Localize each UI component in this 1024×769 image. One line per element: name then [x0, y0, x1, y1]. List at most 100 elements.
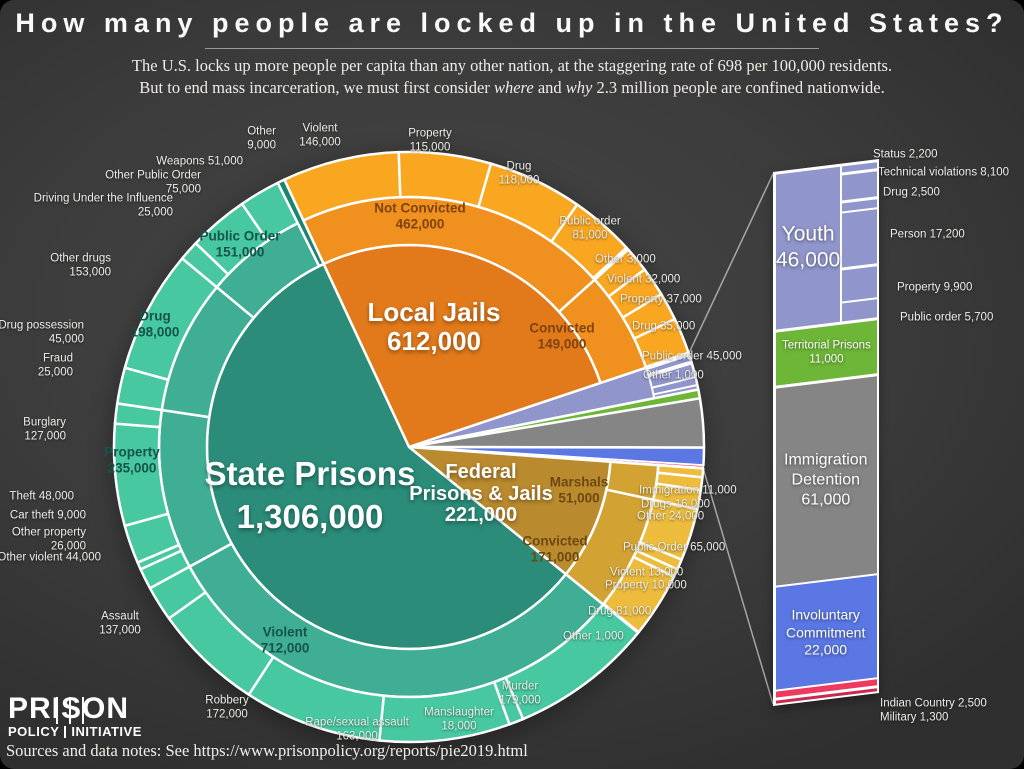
sidebar-label-line: Immigration — [784, 451, 868, 469]
label-line: 153,000 — [69, 266, 111, 278]
pie-label-federal: Federal Prisons & Jails 221,000 — [409, 461, 553, 527]
label-line: Driving Under the Influence — [33, 192, 173, 205]
pie-label-public-order-5-700: Public order 5,700 — [900, 311, 993, 325]
pie-label-fraud: Fraud 25,000 — [38, 353, 73, 380]
subtitle-line1: The U.S. locks up more people per capita… — [131, 56, 893, 75]
pie-label-public-order-45-000: Public order 45,000 — [642, 350, 742, 364]
sidebar-label-line: Involuntary — [791, 606, 861, 623]
pie-label-public-order-65-000: Public Order 65,000 — [623, 541, 725, 555]
sidebar-label-line: 61,000 — [801, 491, 851, 509]
pie-label-driving-under-the-influence: Driving Under the Influence 25,000 — [34, 193, 173, 220]
pie-label-property: Property 235,000 — [104, 445, 160, 476]
label-line: Public Order 65,000 — [623, 541, 726, 554]
label-line: Other 3,000 — [595, 253, 656, 266]
label-line: Drug 2,500 — [883, 186, 940, 199]
label-line: Other property — [11, 526, 86, 539]
sources-url[interactable]: https://www.prisonpolicy.org/reports/pie… — [193, 741, 528, 760]
label-line: 137,000 — [99, 624, 141, 636]
label-line: Not Convicted — [374, 200, 466, 216]
sidebar-label-youth: Youth 46,000 — [776, 222, 840, 275]
sidebar-label-territorial-prisons: Territorial Prisons 11,000 — [782, 339, 871, 368]
label-line: 9,000 — [247, 139, 276, 151]
label-line: Marshals — [549, 474, 609, 490]
sidebar-youth-subblock — [842, 209, 877, 268]
pie-label-other-1-000: Other 1,000 — [643, 369, 704, 383]
label-line: Public order 5,700 — [900, 311, 994, 324]
label-line: 179,000 — [499, 694, 541, 706]
label-line: Indian Country 2,500 — [880, 697, 987, 710]
label-line: Status 2,200 — [873, 148, 938, 161]
pie-label-indian-country-2-500: Indian Country 2,500 — [880, 697, 987, 711]
pie-label-drug-possession: Drug possession 45,000 — [0, 320, 84, 347]
label-line: Other 24,000 — [637, 510, 705, 523]
pie-label-other-public-order: Other Public Order 75,000 — [105, 170, 201, 197]
label-line: 235,000 — [107, 460, 157, 475]
label-line: Fraud — [42, 352, 73, 365]
pie-label-not-convicted: Not Convicted 462,000 — [374, 201, 466, 232]
label-line: Public order 45,000 — [642, 350, 742, 363]
sidebar-youth-main-block: Youth 46,000 — [775, 166, 840, 330]
label-line: 198,000 — [130, 324, 180, 339]
label-line: 712,000 — [260, 640, 310, 655]
label-line: State Prisons — [204, 455, 416, 492]
label-line: Robbery — [205, 694, 249, 707]
label-line: 127,000 — [24, 430, 66, 442]
pie-label-military-1-300: Military 1,300 — [880, 711, 948, 725]
pie-label-other-24-000: Other 24,000 — [637, 510, 704, 524]
sidebar-label-involuntary-commitment: Involuntary Commitment 22,000 — [786, 606, 865, 659]
sidebar-label-line: Commitment — [786, 623, 866, 640]
label-line: 25,000 — [37, 366, 73, 378]
pie-label-manslaughter: Manslaughter 18,000 — [424, 707, 494, 734]
pie-label-violent: Violent 712,000 — [261, 625, 310, 656]
pie-label-burglary: Burglary 127,000 — [23, 417, 66, 444]
label-line: Property — [104, 444, 160, 460]
label-line: 146,000 — [299, 136, 341, 148]
label-line: Prisons & Jails — [409, 482, 553, 505]
sidebar-youth-subcolumn — [842, 161, 877, 322]
label-line: Drug possession — [0, 319, 84, 332]
label-line: 163,000 — [336, 730, 378, 742]
label-line: Public Order — [199, 228, 281, 244]
label-line: Technical violations 8,100 — [878, 166, 1010, 179]
label-line: Person 17,200 — [890, 228, 965, 241]
label-line: 171,000 — [530, 549, 580, 564]
label-line: Property 10,000 — [605, 579, 687, 592]
sidebar-label-line: Detention — [791, 471, 861, 489]
pie-label-violent-32-000: Violent 32,000 — [607, 273, 680, 287]
small-populations-bar: Youth 46,000 Territorial Prisons 11,000 Immi… — [773, 158, 879, 706]
pie-label-other-3-000: Other 3,000 — [595, 253, 656, 267]
label-line: Other 1,000 — [643, 369, 704, 382]
pie-label-property-10-000: Property 10,000 — [605, 579, 687, 593]
sidebar-section-youth: Youth 46,000 — [775, 161, 877, 330]
pie-label-theft-48-000: Theft 48,000 — [9, 490, 74, 504]
pie-label-status-2-200: Status 2,200 — [873, 148, 938, 162]
label-line: Drugs 16,000 — [641, 498, 711, 511]
sidebar-label-immigration-detention: Immigration Detention 61,000 — [784, 451, 868, 511]
label-line: Violent 13,000 — [610, 566, 684, 579]
label-line: 81,000 — [572, 229, 608, 241]
logo-word-prison: PRISON — [8, 694, 142, 724]
label-line: Local Jails — [367, 297, 501, 327]
label-line: Theft 48,000 — [9, 490, 74, 503]
label-line: 51,000 — [558, 490, 600, 505]
label-line: Drug — [506, 160, 532, 173]
sidebar-label-line: Territorial Prisons — [781, 339, 871, 352]
sidebar-youth-subblock — [842, 266, 877, 302]
label-line: Military 1,300 — [880, 711, 949, 724]
pie-label-person-17-200: Person 17,200 — [890, 228, 965, 242]
label-line: Other drugs — [50, 252, 111, 265]
label-line: 149,000 — [537, 336, 587, 351]
sources-note: Sources and data notes: See https://www.… — [6, 741, 528, 761]
sources-note-prefix: Sources and data notes: See — [6, 741, 194, 760]
pie-label-other: Other 9,000 — [247, 126, 276, 153]
pie-label-murder: Murder 179,000 — [499, 681, 541, 708]
label-line: 45,000 — [48, 333, 84, 345]
label-line: Other 1,000 — [563, 630, 624, 643]
sidebar-label-line: Youth — [781, 222, 835, 246]
label-line: Other Public Order — [105, 169, 201, 182]
pie-label-weapons-51-000: Weapons 51,000 — [156, 155, 243, 169]
label-line: Property 9,900 — [897, 281, 973, 294]
label-line: Other violent 44,000 — [0, 551, 101, 564]
label-line: Murder — [501, 680, 539, 693]
